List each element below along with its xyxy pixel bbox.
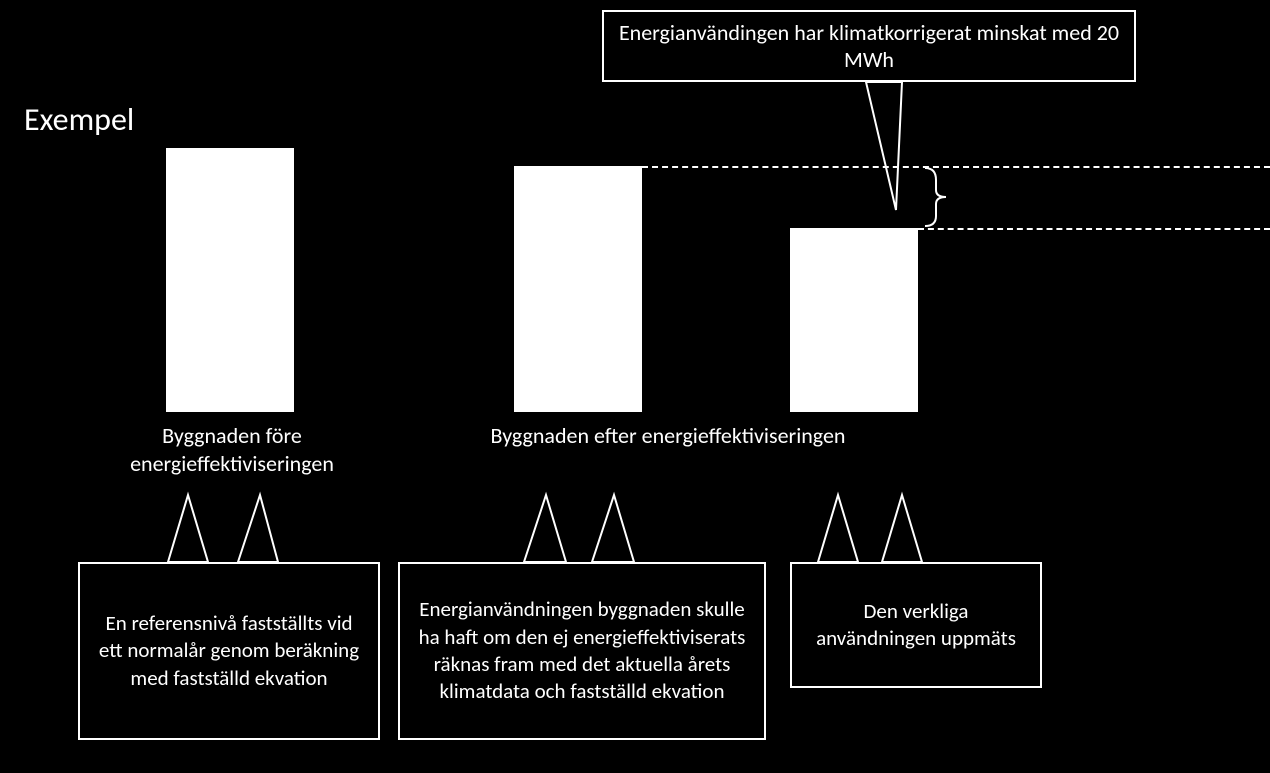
bar-after-measured — [790, 228, 918, 412]
callout-calculated-usage: Energianvändningen byggnaden skulle ha h… — [398, 562, 766, 740]
callout-energy-reduction-text: Energianvändingen har klimatkorrigerat m… — [616, 19, 1122, 74]
bar-after-group-label: Byggnaden efter energieffektiviseringen — [458, 422, 878, 450]
page-title: Exempel — [24, 100, 134, 139]
callout-reference-level-text: En referensnivå fastställts vid ett norm… — [92, 610, 366, 692]
callout-measured-usage-text: Den verkliga användningen uppmäts — [804, 598, 1028, 653]
bar-before-label: Byggnaden före energieffektiviseringen — [82, 422, 382, 477]
callout-energy-reduction: Energianvändingen har klimatkorrigerat m… — [602, 10, 1136, 82]
callout-calculated-usage-text: Energianvändningen byggnaden skulle ha h… — [412, 596, 752, 705]
dashed-line-lower — [918, 228, 1270, 230]
dashed-line-upper — [642, 166, 1270, 168]
bar-after-calculated — [514, 166, 642, 412]
bar-before — [166, 148, 294, 412]
callout-measured-usage: Den verkliga användningen uppmäts — [790, 562, 1042, 688]
callout-reference-level: En referensnivå fastställts vid ett norm… — [78, 562, 380, 740]
